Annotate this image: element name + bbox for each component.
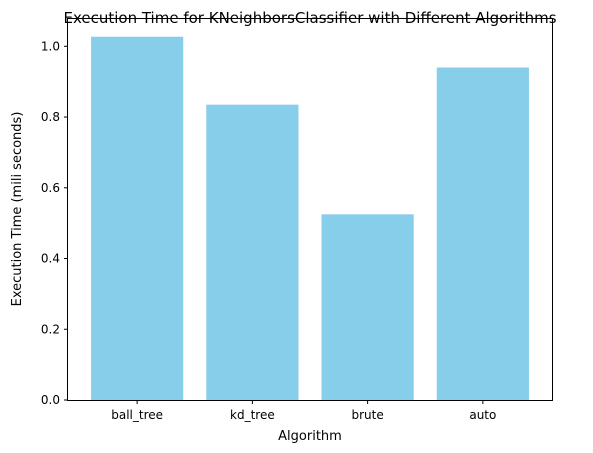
bar-ball-tree [91,36,184,400]
y-tick-label: 0.0 [41,393,60,407]
y-axis-label: Execution Time (mili seconds) [10,112,25,307]
y-axis: 0.0 0.2 0.4 0.6 0.8 1.0 [41,39,68,407]
x-axis-label: Algorithm [278,429,342,444]
plot-frame [67,18,553,401]
x-tick-label: auto [469,408,496,422]
y-tick-label: 0.8 [41,110,60,124]
y-tick-label: 0.4 [41,252,60,266]
bars-group [91,36,529,400]
y-tick-label: 0.6 [41,181,60,195]
y-tick-label: 1.0 [41,39,60,53]
x-tick-label: kd_tree [230,408,275,422]
x-tick-label: ball_tree [111,408,163,422]
bar-kd-tree [206,104,299,400]
y-tick-label: 0.2 [41,322,60,336]
bar-brute [321,214,414,400]
x-tick-label: brute [351,408,383,422]
x-axis: ball_tree kd_tree brute auto [111,400,496,422]
bar-auto [436,67,529,400]
